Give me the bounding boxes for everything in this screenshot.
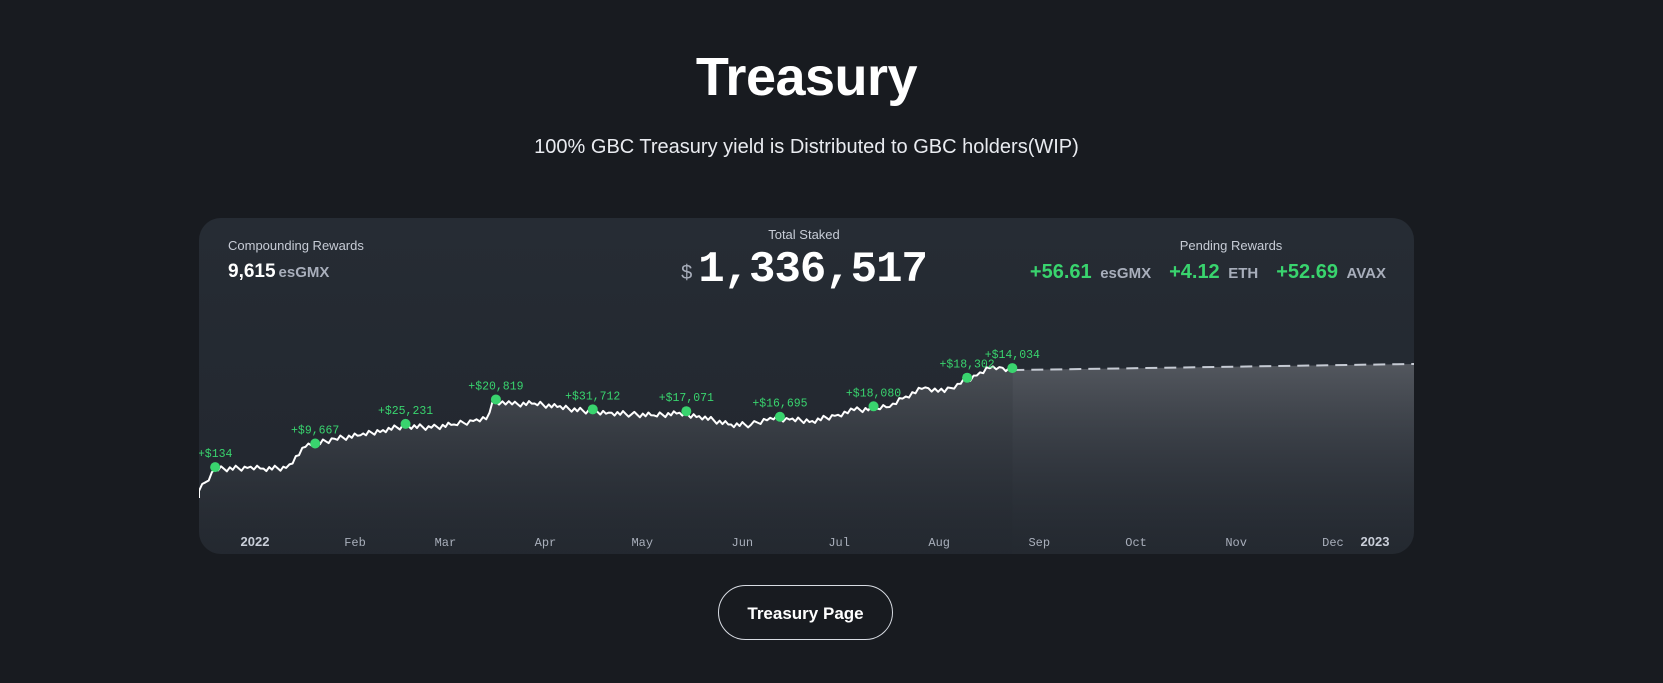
x-tick-label: Jul — [828, 536, 850, 550]
projection-area — [1012, 363, 1414, 554]
x-tick-label: Oct — [1125, 536, 1147, 550]
reward-label: +$18,302 — [940, 359, 995, 372]
x-tick-label: Sep — [1028, 536, 1050, 550]
reward-marker — [310, 438, 321, 449]
x-tick-label: Nov — [1225, 536, 1247, 550]
x-tick-label: Jun — [732, 536, 754, 550]
pending-reward-amount: +4.12 — [1169, 261, 1220, 283]
pending-reward-amount: +52.69 — [1276, 261, 1338, 283]
projection-line — [1012, 362, 1414, 372]
x-tick-label: 2022 — [241, 534, 270, 549]
compounding-rewards: Compounding Rewards 9,615 esGMX — [228, 238, 364, 285]
reward-label: +$14,034 — [985, 349, 1040, 362]
reward-marker — [962, 372, 973, 383]
reward-marker — [868, 401, 879, 412]
treasury-page-button[interactable]: Treasury Page — [718, 585, 893, 640]
pending-rewards: Pending Rewards +56.61 esGMX +4.12 ETH +… — [1006, 238, 1386, 287]
history-area — [199, 366, 1013, 554]
reward-marker — [774, 411, 785, 422]
reward-marker — [681, 406, 692, 417]
pending-reward-eth: +4.12 ETH — [1169, 259, 1258, 287]
reward-label: +$18,080 — [846, 387, 901, 400]
compounding-rewards-unit: esGMX — [278, 264, 330, 281]
reward-marker — [490, 394, 501, 405]
pending-reward-esgmx: +56.61 esGMX — [1030, 259, 1151, 287]
x-tick-label: Dec — [1322, 536, 1344, 550]
pending-reward-unit: AVAX — [1346, 265, 1386, 282]
reward-marker — [1007, 363, 1018, 374]
pending-rewards-label: Pending Rewards — [1179, 238, 1283, 253]
reward-label: +$134 — [199, 448, 232, 461]
pending-reward-unit: esGMX — [1100, 265, 1152, 282]
pending-reward-unit: ETH — [1228, 265, 1259, 282]
pending-reward-avax: +52.69 AVAX — [1276, 259, 1386, 287]
reward-marker — [400, 418, 411, 429]
page-title: Treasury — [695, 47, 918, 107]
x-tick-label: Apr — [535, 536, 557, 550]
total-staked-label: Total Staked — [768, 227, 840, 242]
x-tick-label: May — [631, 536, 653, 550]
staked-line — [199, 365, 1013, 498]
compounding-rewards-label: Compounding Rewards — [228, 238, 364, 253]
x-tick-label: 2023 — [1361, 534, 1390, 549]
reward-label: +$20,819 — [468, 380, 523, 393]
treasury-card: +$134 +$9,667 +$25,231 +$20,819 +$31,712 +$17… — [199, 218, 1414, 554]
compounding-rewards-value: 9,615 — [228, 261, 276, 282]
treasury-chart: +$134 +$9,667 +$25,231 +$20,819 +$31,712 +$17… — [199, 349, 1414, 554]
total-staked-value: 1,336,517 — [698, 245, 928, 295]
x-tick-label: Aug — [928, 536, 950, 550]
total-staked: Total Staked $1,336,517 — [599, 227, 1009, 300]
currency-symbol: $ — [681, 262, 693, 284]
reward-marker — [587, 404, 598, 415]
reward-label: +$9,667 — [291, 425, 339, 438]
x-tick-label: Feb — [344, 536, 366, 550]
reward-label: +$16,695 — [752, 398, 807, 411]
reward-label: +$17,071 — [659, 392, 714, 405]
reward-label: +$25,231 — [378, 405, 433, 418]
x-tick-label: Mar — [435, 536, 457, 550]
page-subtitle: 100% GBC Treasury yield is Distributed t… — [534, 136, 1079, 158]
reward-label: +$31,712 — [565, 390, 620, 403]
pending-reward-amount: +56.61 — [1029, 261, 1092, 283]
reward-marker — [210, 462, 221, 473]
